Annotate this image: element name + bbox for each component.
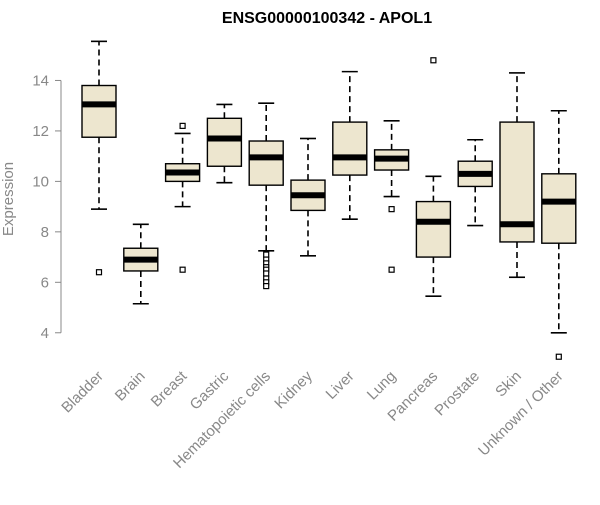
x-tick-label: Skin <box>492 368 525 401</box>
x-tick-label: Bladder <box>58 368 107 417</box>
y-tick-label: 14 <box>32 72 49 89</box>
box-group-breast <box>164 122 201 273</box>
x-tick-label: Lung <box>364 368 400 404</box>
box-iqr <box>81 84 117 138</box>
box-group-hematopoietic-cells <box>248 102 284 290</box>
x-tick-label: Breast <box>148 367 191 410</box>
box-group-lung <box>373 120 410 273</box>
y-tick-label: 10 <box>32 173 49 190</box>
x-tick-label: Prostate <box>431 368 483 420</box>
box-group-unknown-other <box>541 109 577 360</box>
x-tick-label: Kidney <box>271 367 316 412</box>
box-group-liver <box>332 70 368 221</box>
box-group-bladder <box>81 40 117 276</box>
box-iqr <box>206 117 243 167</box>
y-tick-label: 8 <box>41 224 49 241</box>
box-group-brain <box>123 223 159 305</box>
box-group-pancreas <box>415 57 452 297</box>
box-group-skin <box>499 72 535 279</box>
box-group-gastric <box>206 103 243 184</box>
outlier-point <box>179 266 186 273</box>
outlier-point <box>263 251 270 258</box>
x-tick-label: Liver <box>323 368 358 403</box>
chart-title: ENSG00000100342 - APOL1 <box>222 10 432 27</box>
y-tick-label: 12 <box>32 123 49 140</box>
box-iqr <box>248 140 284 186</box>
outlier-point <box>179 122 186 129</box>
outlier-point <box>263 282 270 290</box>
y-tick-label: 6 <box>41 274 49 291</box>
box-iqr <box>415 200 452 258</box>
outlier-point <box>430 57 437 64</box>
y-axis-label: Expression <box>0 162 17 236</box>
x-tick-label: Brain <box>112 368 149 405</box>
outlier-point <box>388 266 395 273</box>
box-group-prostate <box>457 138 493 227</box>
box-iqr <box>332 121 368 176</box>
outlier-point <box>263 270 270 277</box>
plot-area <box>81 40 577 360</box>
box-iqr <box>541 173 577 244</box>
outlier-point <box>555 353 562 360</box>
y-tick-label: 4 <box>41 325 49 342</box>
y-axis: 4 6 8 10 12 14 <box>32 72 62 342</box>
outlier-point <box>95 269 103 276</box>
outlier-point <box>388 206 395 213</box>
box-group-kidney <box>290 137 326 257</box>
